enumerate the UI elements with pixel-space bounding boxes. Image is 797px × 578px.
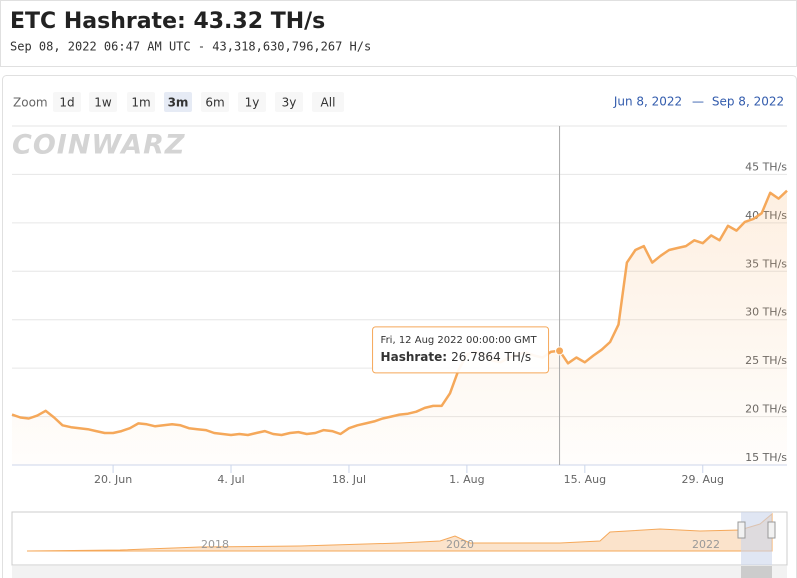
x-tick-label: 15. Aug xyxy=(564,473,606,486)
page-title: ETC Hashrate: 43.32 TH/s xyxy=(10,9,325,34)
zoom-button-bg[interactable] xyxy=(53,92,81,112)
watermark: COINWARZ xyxy=(12,130,186,161)
tooltip-header: Fri, 12 Aug 2022 00:00:00 GMT xyxy=(381,335,538,346)
navigator-label: 2020 xyxy=(446,538,474,551)
y-tick-label: 45 TH/s xyxy=(745,160,787,173)
zoom-button-bg[interactable] xyxy=(238,92,266,112)
zoom-button-bg[interactable] xyxy=(312,92,344,112)
zoom-button-label[interactable]: 1w xyxy=(94,96,112,110)
navigator-handle[interactable] xyxy=(737,521,746,539)
zoom-button-label[interactable]: 3m xyxy=(168,96,189,110)
tooltip: Fri, 12 Aug 2022 00:00:00 GMT Hashrate: 26… xyxy=(372,326,550,374)
zoom-button-bg[interactable] xyxy=(275,92,303,112)
range-from: Jun 8, 2022 xyxy=(613,95,682,109)
x-tick-label: 4. Jul xyxy=(217,473,244,486)
tooltip-series-name: Hashrate xyxy=(381,349,443,363)
zoom-button-bg[interactable] xyxy=(127,92,155,112)
hover-point xyxy=(555,346,565,356)
tooltip-value: 26.7864 TH/s xyxy=(451,349,531,363)
tooltip-colon: : xyxy=(442,349,447,363)
area-fill xyxy=(12,190,787,465)
zoom-button[interactable]: All xyxy=(312,92,344,112)
navigator: 2018 2020 2022 xyxy=(11,511,788,578)
navigator-handle[interactable] xyxy=(767,521,776,539)
tooltip-body: Hashrate: 26.7864 TH/s xyxy=(381,349,532,363)
x-tick-label: 18. Jul xyxy=(332,473,366,486)
x-tick-label: 1. Aug xyxy=(449,473,484,486)
x-tick-label: 20. Jun xyxy=(94,473,132,486)
navigator-selection[interactable] xyxy=(741,512,772,565)
page-subtitle: Sep 08, 2022 06:47 AM UTC - 43,318,630,7… xyxy=(10,40,371,54)
range-to: Sep 8, 2022 xyxy=(712,95,784,109)
range-separator: — xyxy=(692,95,704,109)
tooltip-box xyxy=(372,326,550,374)
zoom-button[interactable]: 1y xyxy=(238,92,266,112)
line xyxy=(11,189,788,437)
zoom-button[interactable]: 6m xyxy=(201,92,229,112)
zoom-button[interactable]: 3m xyxy=(164,92,192,112)
zoom-button-bg[interactable] xyxy=(89,92,117,112)
zoom-button-label[interactable]: 1d xyxy=(59,96,74,110)
zoom-button-label[interactable]: 1m xyxy=(131,96,150,110)
navigator-label: 2022 xyxy=(692,538,720,551)
zoom-button[interactable]: 1m xyxy=(127,92,155,112)
zoom-button-label[interactable]: 1y xyxy=(245,96,260,110)
zoom-button[interactable]: 3y xyxy=(275,92,303,112)
scrollbar-thumb[interactable] xyxy=(741,566,772,578)
zoom-button-label[interactable]: All xyxy=(321,96,336,110)
zoom-label: Zoom xyxy=(13,96,48,110)
zoom-button[interactable]: 1d xyxy=(53,92,81,112)
navigator-label: 2018 xyxy=(201,538,229,551)
header-panel xyxy=(0,0,797,67)
zoom-button-bg[interactable] xyxy=(164,92,192,112)
zoom-button[interactable]: 1w xyxy=(89,92,117,112)
zoom-button-label[interactable]: 6m xyxy=(205,96,224,110)
zoom-button-bg[interactable] xyxy=(201,92,229,112)
scrollbar-track[interactable] xyxy=(12,566,787,578)
zoom-button-label[interactable]: 3y xyxy=(282,96,297,110)
x-tick-label: 29. Aug xyxy=(682,473,724,486)
